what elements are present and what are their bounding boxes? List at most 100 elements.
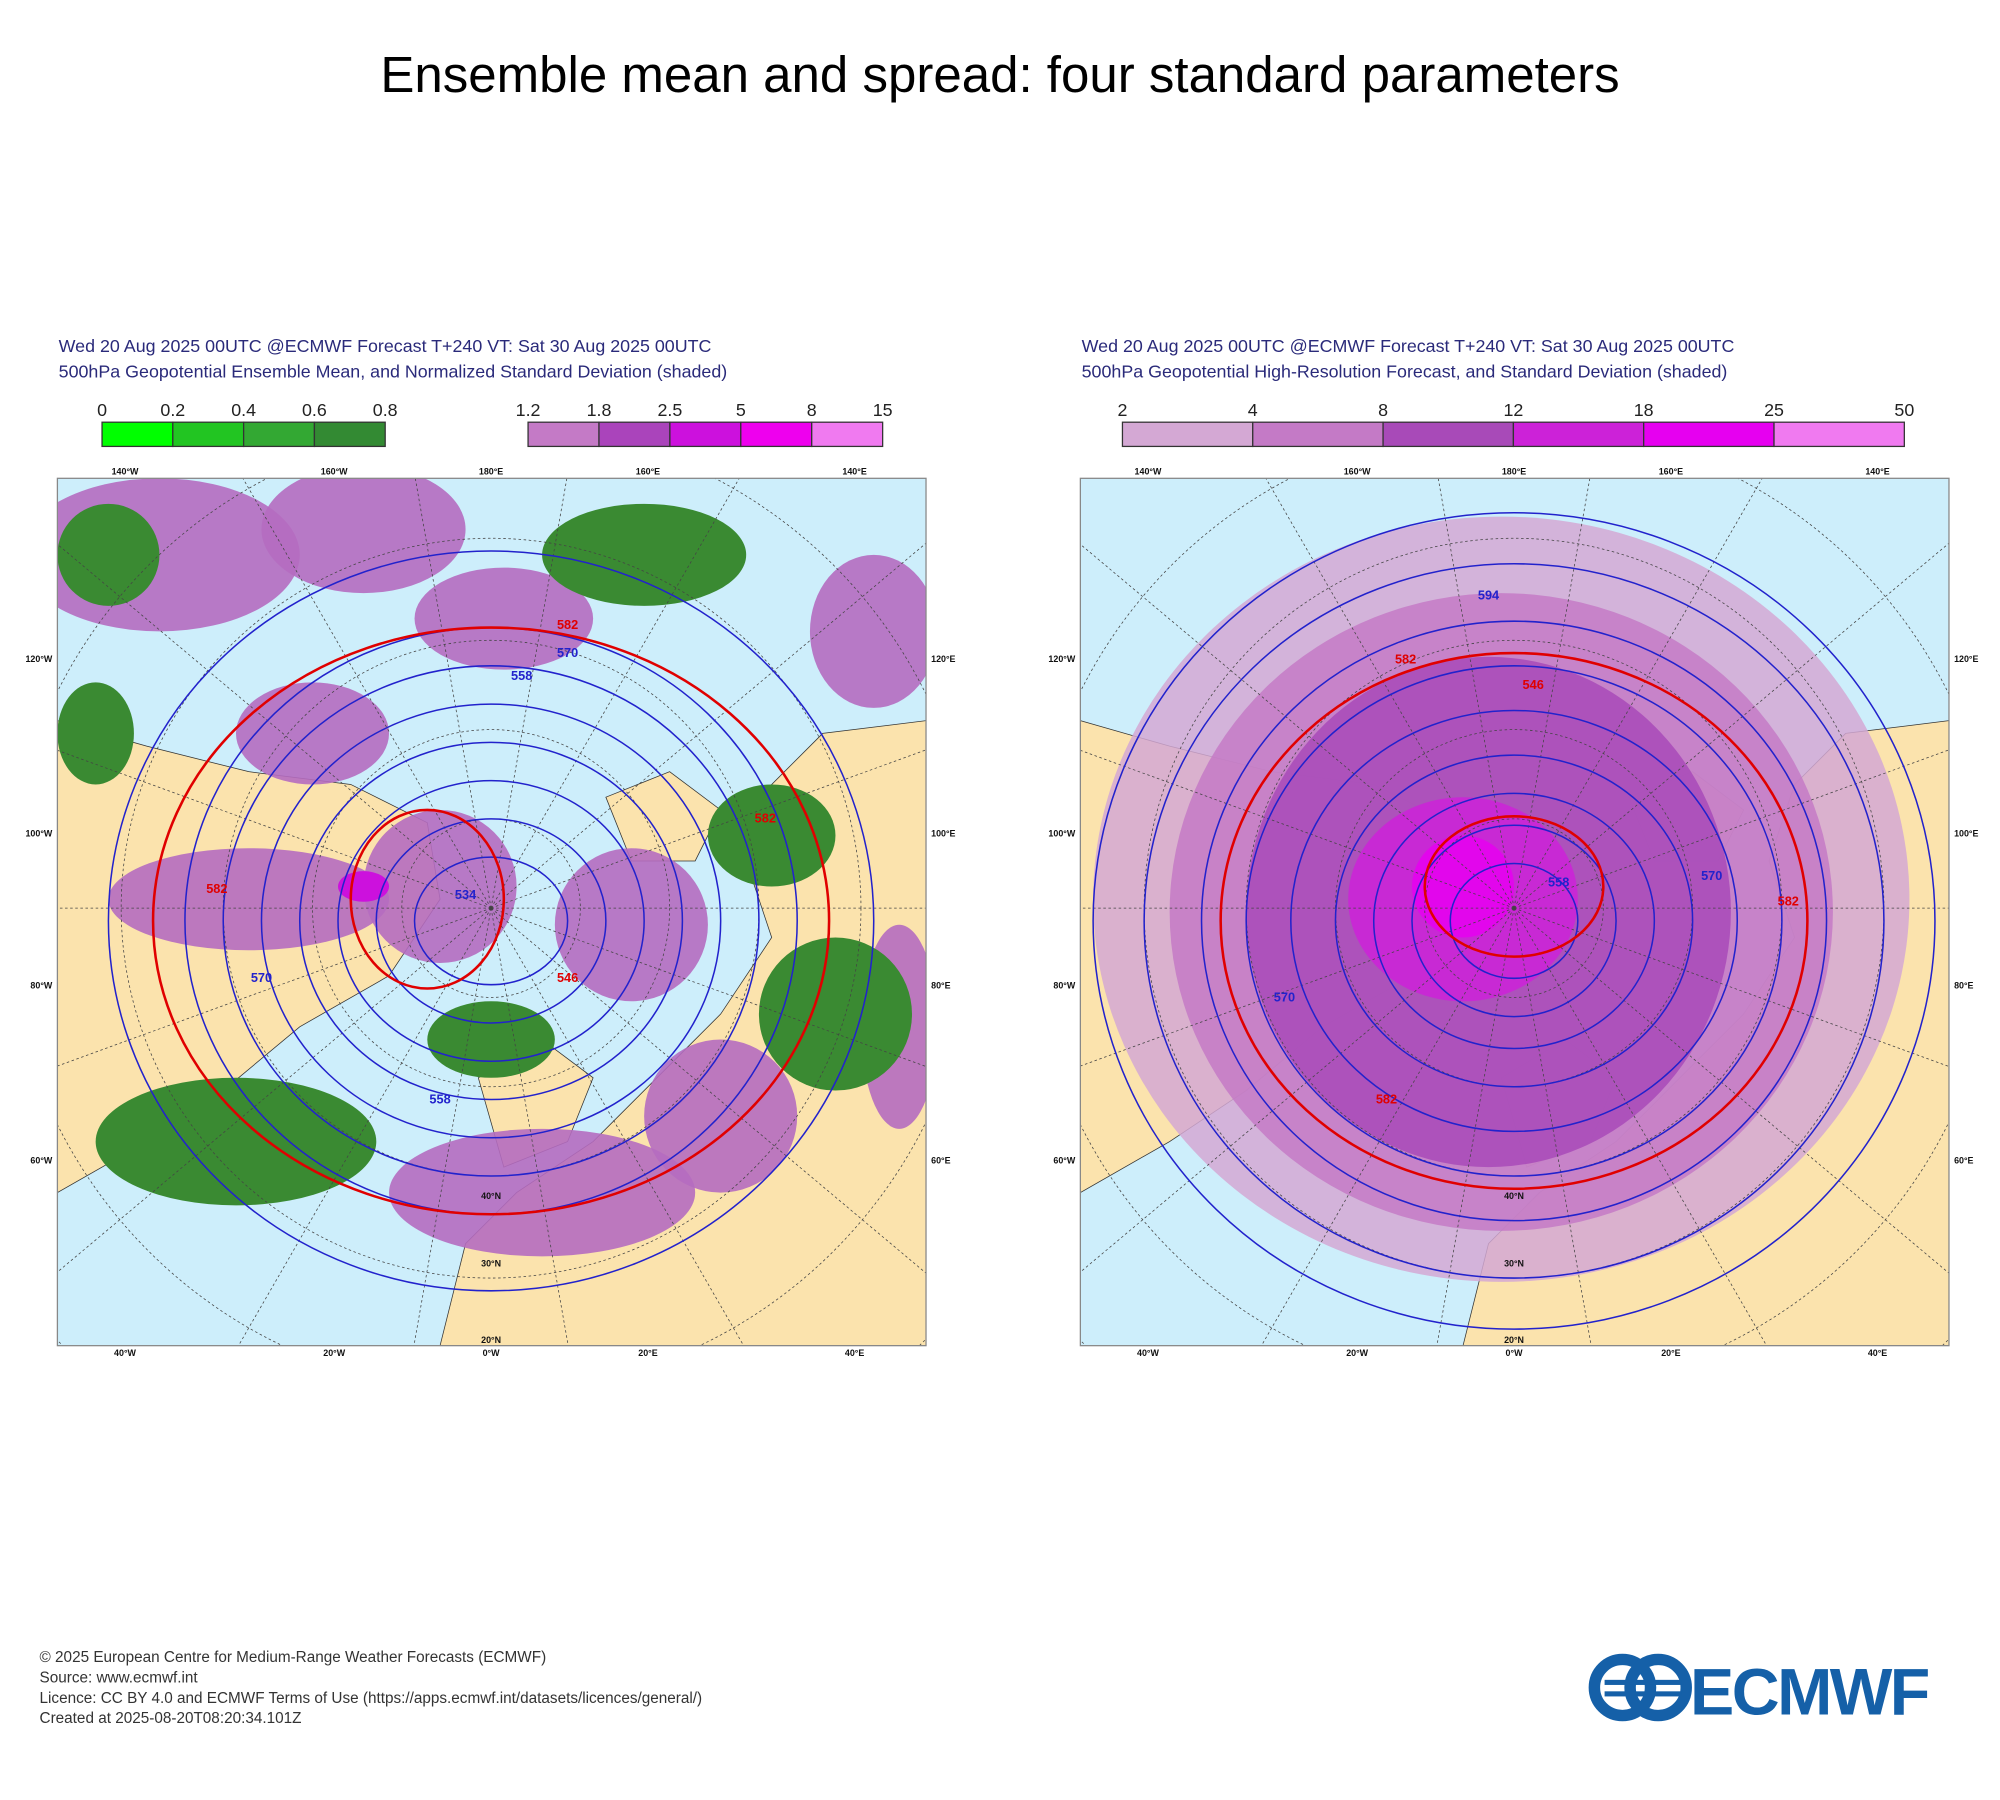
latitude-label: 20°N [481, 1335, 501, 1345]
spread-area [363, 809, 517, 964]
logo-ring [1588, 1653, 1657, 1722]
longitude-line [1513, 907, 1768, 1346]
legend-label: 12 [1503, 400, 1523, 420]
longitude-label: 80°E [1954, 981, 1973, 991]
panel-header: Wed 20 Aug 2025 00UTC @ECMWF Forecast T+… [1082, 336, 1735, 356]
longitude-line [1513, 478, 1763, 909]
contour-line [1449, 862, 1579, 980]
longitude-line [1513, 478, 1591, 909]
longitude-line [1436, 908, 1515, 1346]
legend-label: 25 [1764, 400, 1784, 420]
contour-line [337, 779, 645, 1062]
longitude-line [57, 907, 492, 1067]
contour-label: 558 [1548, 874, 1569, 889]
longitude-line [1080, 907, 1515, 1067]
legend-swatch [669, 421, 742, 448]
longitude-line [1513, 749, 1949, 909]
longitude-line [57, 749, 492, 909]
logo-bar [1604, 1691, 1682, 1697]
legend-swatch [313, 421, 386, 448]
map-frame [56, 477, 927, 1347]
footer-line: Licence: CC BY 4.0 and ECMWF Terms of Us… [40, 1690, 703, 1707]
legend-swatch [1121, 421, 1254, 448]
map-layers [57, 478, 927, 1346]
contour-label: 582 [1376, 1091, 1397, 1106]
low-spread-area [95, 1077, 377, 1206]
contour-line [222, 665, 760, 1177]
longitude-line [490, 478, 568, 909]
longitude-label: 140°W [112, 466, 139, 476]
contour-label: 534 [455, 887, 477, 902]
contour-line [1334, 754, 1694, 1088]
latitude-label: 40°N [481, 1191, 501, 1201]
longitude-label: 80°E [931, 981, 950, 991]
longitude-line [57, 543, 492, 909]
footer-line: Created at 2025-08-20T08:20:34.101Z [40, 1710, 302, 1727]
longitude-label: 120°E [931, 654, 955, 664]
contour-label: 570 [1701, 868, 1722, 883]
contour-label: 570 [251, 970, 272, 985]
footer-line: Source: www.ecmwf.int [40, 1669, 199, 1686]
contour-label: 558 [511, 668, 532, 683]
low-spread-area [57, 682, 134, 785]
contour-label: 582 [1395, 651, 1416, 666]
legend-swatch [1252, 421, 1384, 448]
longitude-label: 0°W [483, 1348, 501, 1358]
longitude-line [414, 478, 492, 909]
latitude-label: 30°N [481, 1259, 501, 1269]
map: 140°W 160°W 180°E 160°E 140°E 40°W 20°W 0°W 20°E… [1048, 466, 1978, 1358]
longitude-label: 40°W [1137, 1348, 1159, 1358]
longitude-label: 120°W [1048, 654, 1075, 664]
longitude-label: 160°E [636, 466, 660, 476]
footer-line: © 2025 European Centre for Medium-Range … [40, 1649, 547, 1666]
legend-label: 0.6 [302, 400, 327, 420]
contour-line [1200, 620, 1828, 1222]
spread-area [235, 682, 390, 785]
contour-line [298, 741, 684, 1101]
longitude-line [1260, 907, 1515, 1346]
longitude-line [1265, 478, 1515, 909]
longitude-label: 160°W [1344, 466, 1371, 476]
longitude-line [1080, 907, 1515, 1273]
panel: Wed 20 Aug 2025 00UTC @ECMWF Forecast T+… [1048, 336, 1978, 1358]
longitude-line [1513, 907, 1949, 1274]
spread-area [108, 848, 390, 951]
legend-swatch [811, 421, 884, 448]
contour-line [1143, 563, 1885, 1279]
longitude-line [490, 542, 927, 909]
map-layers [1080, 478, 1949, 1346]
longitude-label: 180°E [479, 466, 503, 476]
legend-label: 1.8 [587, 400, 612, 420]
longitude-line [413, 908, 492, 1346]
spread-area [414, 567, 594, 670]
legend-label: 2 [1117, 400, 1127, 420]
contour-line [375, 818, 607, 1024]
spread-area [389, 1128, 696, 1257]
legend-swatch [527, 421, 600, 448]
map-frame [1079, 477, 1950, 1347]
legend-label: 1.2 [516, 400, 541, 420]
contour-line-546 [349, 808, 506, 990]
longitude-label: 20°E [1661, 1348, 1680, 1358]
longitude-label: 120°W [25, 654, 52, 664]
legend-label: 15 [873, 400, 893, 420]
contour-line [260, 703, 722, 1139]
longitude-line [490, 907, 927, 1067]
contour-line-582 [1219, 651, 1809, 1191]
panel-header: Wed 20 Aug 2025 00UTC @ECMWF Forecast T+… [59, 336, 712, 356]
longitude-label: 140°W [1135, 466, 1162, 476]
low-spread-area [542, 503, 747, 606]
contour-line-582 [151, 626, 831, 1216]
latitude-label: 20°N [1504, 1335, 1524, 1345]
longitude-label: 100°W [25, 829, 52, 839]
longitude-label: 60°E [1954, 1155, 1973, 1165]
contour-label: 582 [755, 811, 776, 826]
legend-swatch [101, 421, 174, 448]
longitude-label: 100°E [1954, 829, 1978, 839]
legend-label: 8 [1378, 400, 1388, 420]
contour-line-546 [1423, 815, 1605, 958]
longitude-label: 20°E [638, 1348, 657, 1358]
longitude-line [490, 907, 745, 1346]
longitude-label: 140°E [842, 466, 866, 476]
latitude-label: 40°N [1504, 1191, 1524, 1201]
